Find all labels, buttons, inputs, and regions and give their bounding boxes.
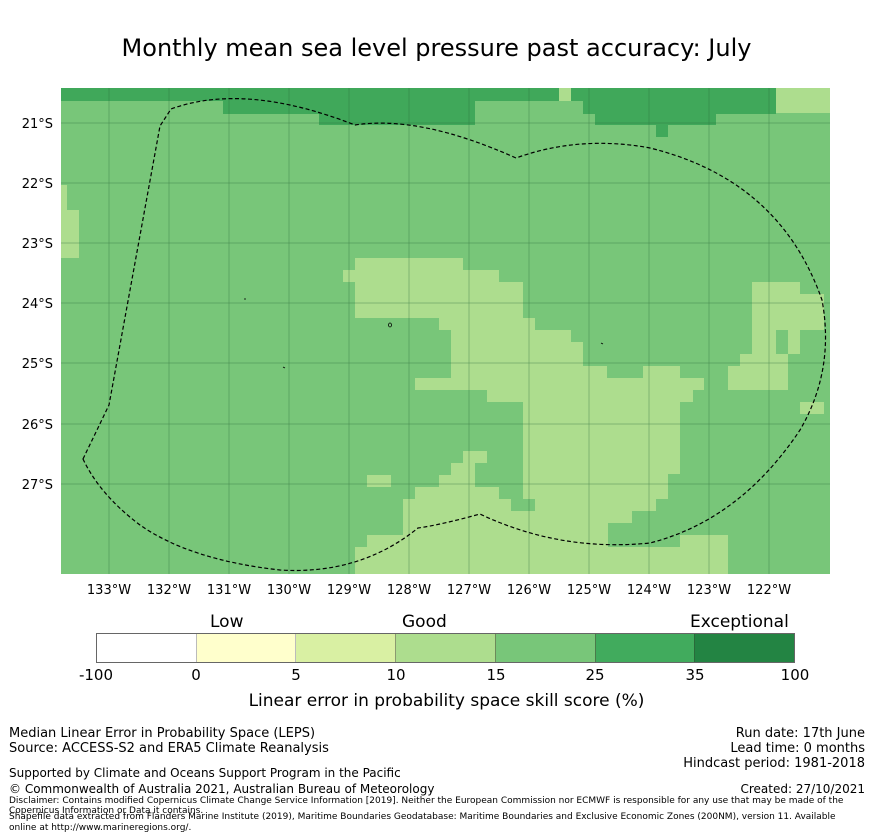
lat-label: 26°S [22,418,53,433]
cb-tick: 5 [291,666,301,684]
cb-category-exceptional: Exceptional [690,612,789,632]
footer-disclaimer-1: Disclaimer: Contains modified Copernicus… [9,796,844,806]
cb-tick: 25 [585,666,605,684]
cb-category-low: Low [210,612,244,632]
footer-support: Supported by Climate and Oceans Support … [9,766,401,780]
lon-label: 124°W [627,583,671,598]
cb-segment [296,634,397,662]
cb-segment [595,634,696,662]
cb-segment [495,634,596,662]
longitude-labels: 133°W 132°W 131°W 130°W 129°W 128°W 127°… [87,583,791,598]
lon-label: 131°W [207,583,251,598]
lat-label: 24°S [22,297,53,312]
lon-label: 129°W [327,583,371,598]
cb-tick: 35 [685,666,705,684]
footer-run-date: Run date: 17th June [735,726,865,741]
footer-disclaimer-2: Copernicus Information or Data it contai… [9,806,204,816]
colorbar-label: Linear error in probability space skill … [248,691,645,711]
gridlines [61,88,830,574]
latitude-labels: 21°S 22°S 23°S 24°S 25°S 26°S 27°S [22,117,53,493]
lat-label: 21°S [22,117,53,132]
eez-boundary [82,98,827,572]
lon-label: 126°W [507,583,551,598]
lat-label: 23°S [22,237,53,252]
fair-region [61,88,830,574]
cb-segment [196,634,297,662]
lon-label: 128°W [387,583,431,598]
lat-label: 27°S [22,478,53,493]
lat-label: 22°S [22,177,53,192]
lon-label: 125°W [567,583,611,598]
very-good-region [61,88,776,137]
cb-segment [97,634,197,662]
footer-shapefile-2: online at http://www.marineregions.org/. [9,823,192,833]
cb-segment [695,634,795,662]
lon-label: 132°W [147,583,191,598]
islands [244,298,604,369]
cb-segment [396,634,496,662]
lon-label: 127°W [447,583,491,598]
cb-category-good: Good [402,612,447,632]
cb-tick: 10 [386,666,406,684]
cb-tick: -100 [78,666,114,684]
skill-map: 21°S 22°S 23°S 24°S 25°S 26°S 27°S 133°W… [22,88,830,598]
footer-source: Source: ACCESS-S2 and ERA5 Climate Reana… [9,741,329,756]
footer-leps: Median Linear Error in Probability Space… [9,726,316,741]
footer-lead-time: Lead time: 0 months [730,741,865,756]
lon-label: 123°W [687,583,731,598]
footer-created: Created: 27/10/2021 [740,782,865,796]
chart-title: Monthly mean sea level pressure past acc… [121,34,752,62]
lon-label: 130°W [267,583,311,598]
cb-tick: 0 [191,666,201,684]
footer-copyright: © Commonwealth of Australia 2021, Austra… [9,782,435,796]
footer-hindcast: Hindcast period: 1981-2018 [683,756,865,771]
footer-shapefile-1: Shapefile data extracted from Flanders M… [9,812,836,822]
colorbar [96,633,795,663]
good-patches [499,330,788,511]
cb-tick: 15 [486,666,506,684]
cb-tick: 100 [780,666,810,684]
lon-label: 133°W [87,583,131,598]
lat-label: 25°S [22,357,53,372]
lon-label: 122°W [747,583,791,598]
